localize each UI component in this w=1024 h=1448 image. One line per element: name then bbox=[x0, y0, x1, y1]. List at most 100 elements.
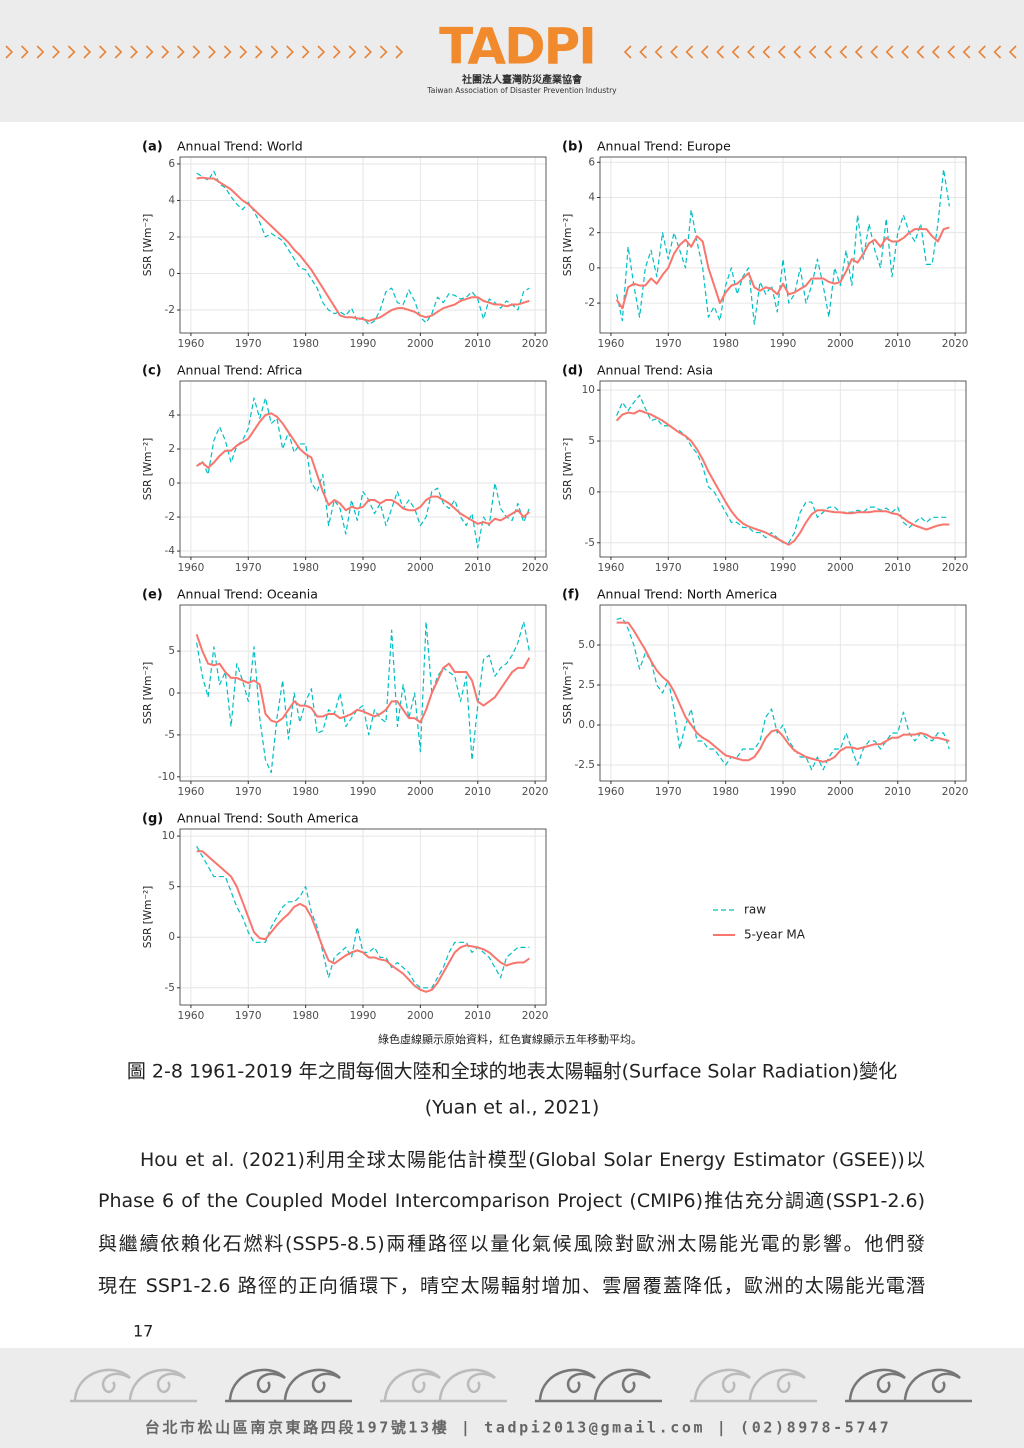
panel-label: (c) bbox=[142, 364, 162, 379]
chevron bbox=[177, 45, 185, 59]
chart-title: Annual Trend: World bbox=[177, 139, 303, 154]
legend-label: raw bbox=[744, 903, 766, 917]
y-tick-label: -5 bbox=[585, 537, 595, 549]
x-tick-label: 2010 bbox=[884, 562, 911, 574]
y-tick-label: 6 bbox=[168, 158, 175, 170]
footer-band bbox=[0, 1348, 1024, 1448]
y-axis-label: SSR [Wm⁻²] bbox=[562, 438, 574, 501]
wave bbox=[693, 1368, 751, 1401]
figure-caption: 圖 2-8 1961-2019 年之間每個大陸和全球的地表太陽輻射(Surfac… bbox=[127, 1061, 897, 1083]
y-tick-label: 10 bbox=[582, 384, 595, 396]
y-tick-label: -5 bbox=[165, 729, 175, 741]
chevron bbox=[364, 45, 372, 59]
x-tick-label: 2010 bbox=[464, 338, 491, 350]
plot-border bbox=[179, 828, 547, 1006]
x-tick-label: 1990 bbox=[350, 1010, 377, 1022]
y-tick-label: 0 bbox=[168, 477, 175, 489]
x-tick-label: 1960 bbox=[598, 562, 625, 574]
y-tick-label: -2 bbox=[585, 297, 595, 309]
panel-label: (b) bbox=[562, 140, 583, 155]
panel-label: (d) bbox=[562, 364, 583, 379]
y-tick-label: 5.0 bbox=[578, 639, 595, 651]
x-tick-label: 1960 bbox=[598, 786, 625, 798]
x-tick-label: 2010 bbox=[464, 562, 491, 574]
chevron bbox=[962, 45, 971, 59]
y-tick-label: 0.0 bbox=[578, 719, 595, 731]
waves bbox=[70, 1368, 972, 1403]
chevron bbox=[777, 45, 786, 59]
x-tick-label: 1980 bbox=[712, 338, 739, 350]
wave bbox=[538, 1368, 596, 1401]
y-tick-label: 6 bbox=[588, 156, 595, 168]
wave bbox=[748, 1368, 806, 1401]
page-number: 17 bbox=[133, 1322, 153, 1341]
y-tick-label: -2 bbox=[165, 304, 175, 316]
chevron bbox=[762, 45, 771, 59]
series-line bbox=[196, 621, 530, 774]
footer-contact: 台北市松山區南京東路四段197號13樓 | tadpi2013@gmail.co… bbox=[145, 1419, 892, 1438]
chevron bbox=[52, 45, 60, 59]
y-tick-label: 0 bbox=[168, 931, 175, 943]
x-tick-label: 1960 bbox=[178, 786, 205, 798]
series-line bbox=[196, 412, 531, 525]
chart-title: Annual Trend: Africa bbox=[177, 363, 302, 378]
y-tick-label: 4 bbox=[168, 194, 175, 206]
chevron bbox=[824, 45, 832, 59]
x-tick-label: 2020 bbox=[522, 786, 549, 798]
x-tick-label: 2020 bbox=[942, 562, 969, 574]
wave bbox=[848, 1368, 906, 1401]
logo: TADPI bbox=[439, 18, 595, 76]
figure-note: 綠色虛線顯示原始資料，紅色實線顯示五年移動平均。 bbox=[378, 1032, 642, 1046]
y-axis-label: SSR [Wm⁻²] bbox=[142, 886, 154, 949]
figure-caption: (Yuan et al., 2021) bbox=[425, 1097, 600, 1119]
y-tick-label: 4 bbox=[168, 409, 175, 421]
wave bbox=[593, 1368, 651, 1401]
x-tick-label: 2000 bbox=[407, 338, 434, 350]
chevron bbox=[885, 45, 894, 59]
chevron bbox=[808, 45, 817, 59]
series-line bbox=[616, 621, 950, 763]
chevron bbox=[793, 45, 801, 59]
x-tick-label: 1990 bbox=[770, 786, 797, 798]
chevron bbox=[130, 45, 138, 59]
x-tick-label: 2000 bbox=[827, 562, 854, 574]
x-tick-label: 1970 bbox=[655, 786, 682, 798]
chevron bbox=[1008, 45, 1017, 59]
x-tick-label: 2020 bbox=[522, 1010, 549, 1022]
chevron bbox=[317, 45, 326, 59]
x-tick-label: 2010 bbox=[464, 1010, 491, 1022]
chevron bbox=[716, 45, 724, 59]
legend-label: 5-year MA bbox=[744, 928, 806, 942]
legend: raw 5-year MA bbox=[713, 903, 806, 942]
x-tick-label: 1970 bbox=[235, 338, 262, 350]
x-tick-label: 2020 bbox=[942, 338, 969, 350]
x-tick-label: 2000 bbox=[827, 786, 854, 798]
y-tick-label: 0 bbox=[168, 267, 175, 279]
x-tick-label: 1990 bbox=[350, 786, 377, 798]
x-tick-label: 1960 bbox=[598, 338, 625, 350]
chevron bbox=[931, 45, 940, 59]
x-tick-label: 1970 bbox=[655, 562, 682, 574]
chevron bbox=[379, 45, 388, 59]
y-tick-label: 4 bbox=[588, 191, 595, 203]
series-line bbox=[615, 226, 950, 310]
chevron bbox=[99, 45, 107, 59]
plot-border bbox=[179, 604, 547, 782]
chevron bbox=[978, 45, 986, 59]
chevron bbox=[83, 45, 92, 59]
plot-border bbox=[599, 604, 967, 782]
series-line bbox=[196, 850, 530, 993]
chevron bbox=[223, 45, 232, 59]
chevron bbox=[161, 45, 170, 59]
y-tick-label: -2 bbox=[165, 511, 175, 523]
chevron bbox=[654, 45, 663, 59]
chevron bbox=[731, 45, 740, 59]
chevron bbox=[348, 45, 357, 59]
wave bbox=[283, 1368, 341, 1401]
x-tick-label: 1980 bbox=[292, 338, 319, 350]
wave bbox=[73, 1368, 131, 1401]
x-tick-label: 1970 bbox=[235, 786, 262, 798]
panel-label: (e) bbox=[142, 588, 163, 603]
chevron bbox=[333, 45, 341, 59]
